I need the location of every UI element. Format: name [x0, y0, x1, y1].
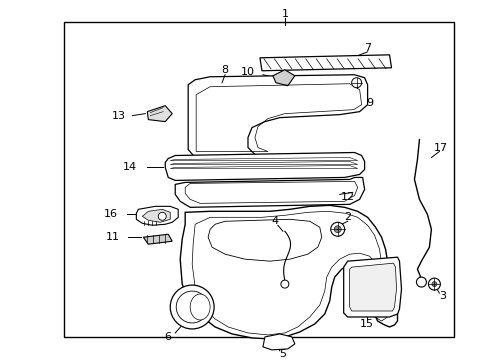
Polygon shape [263, 334, 294, 350]
Polygon shape [165, 153, 364, 180]
Polygon shape [147, 106, 172, 122]
Text: 11: 11 [105, 232, 119, 242]
Polygon shape [180, 205, 397, 339]
Polygon shape [142, 209, 170, 222]
Polygon shape [260, 55, 391, 71]
Circle shape [416, 277, 426, 287]
Text: 10: 10 [241, 67, 254, 77]
Circle shape [333, 226, 341, 233]
Polygon shape [175, 177, 364, 207]
Polygon shape [272, 70, 294, 86]
Text: 9: 9 [366, 98, 372, 108]
Circle shape [431, 282, 436, 287]
Polygon shape [349, 263, 396, 311]
Text: 14: 14 [123, 162, 137, 172]
Text: 5: 5 [279, 349, 286, 359]
Circle shape [351, 78, 361, 88]
Text: 4: 4 [271, 216, 278, 226]
Circle shape [176, 291, 208, 323]
Polygon shape [136, 206, 178, 225]
Text: 8: 8 [221, 65, 228, 75]
Text: 1: 1 [281, 9, 288, 19]
Ellipse shape [190, 294, 210, 320]
Text: 17: 17 [433, 143, 447, 153]
Circle shape [330, 222, 344, 236]
Text: 16: 16 [103, 209, 117, 219]
Polygon shape [188, 75, 367, 157]
Polygon shape [343, 257, 401, 317]
Text: 2: 2 [344, 212, 350, 222]
Text: 15: 15 [359, 319, 373, 329]
Circle shape [170, 285, 214, 329]
Bar [64, 22, 453, 337]
Polygon shape [143, 234, 172, 244]
Circle shape [427, 278, 440, 290]
Text: 13: 13 [111, 111, 125, 121]
Text: 7: 7 [363, 43, 370, 53]
Circle shape [158, 212, 166, 220]
Text: 3: 3 [438, 291, 445, 301]
Text: 6: 6 [164, 332, 171, 342]
Text: 12: 12 [340, 192, 354, 202]
Circle shape [280, 280, 288, 288]
